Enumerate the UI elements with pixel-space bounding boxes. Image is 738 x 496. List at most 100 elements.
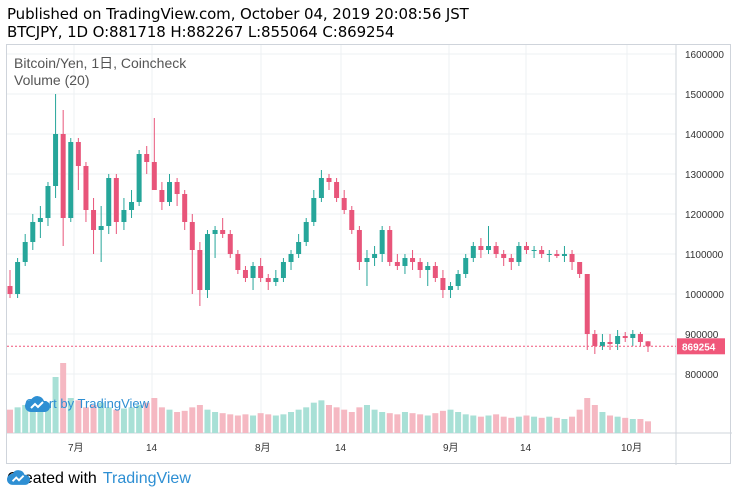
- volume-bar: [174, 412, 181, 433]
- candle-body: [106, 178, 112, 226]
- candle-body: [318, 178, 324, 198]
- candle-body: [121, 210, 127, 222]
- candle-body: [645, 341, 651, 347]
- published-line: Published on TradingView.com, October 04…: [7, 5, 469, 23]
- volume-bar: [629, 419, 636, 433]
- volume-bar: [158, 407, 165, 433]
- volume-bar: [120, 408, 127, 433]
- candle-body: [478, 246, 484, 250]
- volume-bar: [432, 413, 439, 433]
- volume-bar: [136, 405, 143, 433]
- y-tick-label: 800000: [685, 370, 719, 381]
- volume-bar: [44, 402, 51, 433]
- volume-bar: [561, 419, 568, 433]
- volume-bar: [204, 409, 211, 433]
- volume-bar: [60, 363, 67, 433]
- candle-body: [493, 246, 499, 254]
- candle-body: [182, 194, 188, 222]
- volume-bar: [128, 407, 135, 433]
- volume-bar: [409, 413, 416, 433]
- volume-bar: [37, 406, 44, 433]
- volume-bar: [250, 415, 257, 433]
- candle-body: [402, 258, 408, 266]
- candle-body: [273, 278, 279, 282]
- candle-body: [592, 334, 598, 346]
- volume-bar: [386, 413, 393, 433]
- candle-body: [91, 210, 97, 230]
- candle-body: [470, 246, 476, 258]
- candle-body: [75, 142, 81, 166]
- candle-body: [258, 266, 264, 278]
- candle-body: [630, 334, 636, 338]
- y-tick-label: 1000000: [685, 290, 724, 301]
- volume-bar: [599, 412, 606, 433]
- candle-body: [523, 246, 529, 250]
- volume-bar: [622, 417, 629, 433]
- candle-body: [144, 154, 150, 162]
- volume-bar: [105, 407, 112, 433]
- volume-bar: [417, 414, 424, 433]
- candle-body: [53, 134, 59, 186]
- candle-body: [15, 262, 21, 294]
- volume-bar: [318, 400, 325, 433]
- y-tick-label: 900000: [685, 330, 719, 341]
- y-tick-label: 1400000: [685, 130, 724, 141]
- volume-bar: [52, 377, 59, 433]
- volume-bar: [303, 407, 310, 433]
- volume-bar: [576, 409, 583, 433]
- candle-body: [349, 210, 355, 230]
- volume-bar: [477, 416, 484, 433]
- volume-bar: [637, 419, 644, 433]
- volume-bar: [523, 415, 530, 433]
- ohlc-line: BTCJPY, 1D O:881718 H:882267 L:855064 C:…: [7, 23, 395, 41]
- volume-bar: [280, 414, 287, 433]
- volume-bar: [356, 407, 363, 433]
- volume-bar: [538, 417, 545, 433]
- chart-area[interactable]: 800000 900000 1000000 1100000 1200000 1300000…: [6, 44, 732, 465]
- volume-bar: [591, 405, 598, 433]
- candle-body: [242, 270, 248, 278]
- candle-body: [311, 198, 317, 222]
- volume-bar: [379, 412, 386, 433]
- y-tick-label: 1300000: [685, 170, 724, 181]
- volume-bar: [143, 402, 150, 433]
- candle-body: [486, 246, 491, 250]
- volume-bar: [7, 409, 13, 433]
- candle-body: [531, 250, 537, 251]
- x-tick-label: 9月: [443, 442, 459, 454]
- candle-body: [448, 286, 454, 290]
- volume-bar: [569, 416, 576, 433]
- volume-bar: [553, 417, 560, 433]
- volume-bar: [363, 405, 370, 433]
- candlestick-chart[interactable]: 800000 900000 1000000 1100000 1200000 1300000…: [7, 45, 732, 465]
- volume-bar: [462, 414, 469, 433]
- candle-body: [561, 254, 567, 256]
- volume-bar: [14, 407, 21, 433]
- last-price-label: 869254: [682, 342, 716, 353]
- candle-body: [98, 226, 104, 230]
- tradingview-link[interactable]: TradingView: [7, 470, 191, 488]
- candle-body: [425, 266, 431, 270]
- volume-bar: [455, 412, 462, 433]
- volume-bar: [113, 409, 120, 433]
- volume-bar: [310, 402, 317, 433]
- y-tick-label: 1600000: [685, 50, 724, 61]
- candle-body: [37, 218, 43, 222]
- candle-body: [60, 134, 66, 218]
- volume-bar: [515, 416, 522, 433]
- y-tick-label: 1500000: [685, 90, 724, 101]
- candle-body: [212, 230, 218, 234]
- candle-body: [326, 178, 332, 182]
- candle-body: [584, 274, 590, 334]
- candle-body: [288, 254, 294, 262]
- candle-body: [569, 254, 575, 262]
- candle-body: [577, 262, 583, 274]
- candle-body: [83, 166, 89, 210]
- volume-bar: [22, 405, 29, 433]
- volume-bar: [500, 416, 507, 433]
- volume-bar: [493, 414, 500, 433]
- chart-watermark[interactable]: Chart by TradingView: [25, 396, 149, 412]
- created-with-label: Created with: [7, 470, 97, 487]
- candle-body: [372, 254, 378, 258]
- candle-body: [417, 262, 423, 270]
